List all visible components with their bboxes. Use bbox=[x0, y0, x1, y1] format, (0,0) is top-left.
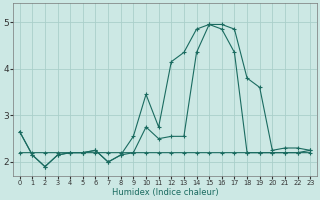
X-axis label: Humidex (Indice chaleur): Humidex (Indice chaleur) bbox=[112, 188, 218, 197]
